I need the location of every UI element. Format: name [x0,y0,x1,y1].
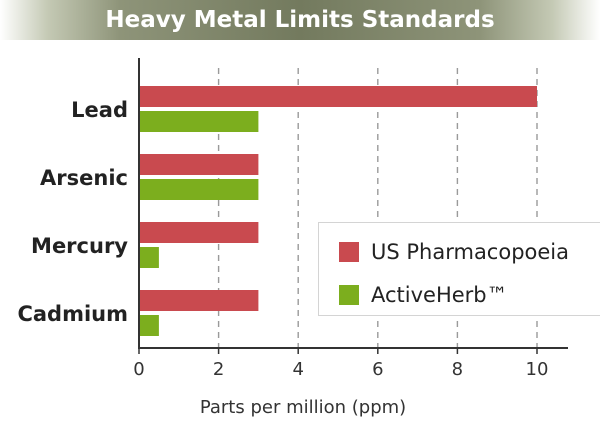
legend-swatch-us-pharmacopoeia [339,242,359,262]
x-tick-label-8: 8 [452,359,463,380]
legend-swatch-activeherb [339,285,359,305]
category-label-cadmium: Cadmium [17,302,128,326]
title-banner [0,0,600,40]
chart-legend: US Pharmacopoeia ActiveHerb™ [318,222,600,316]
bar-us-pharmacopoeia-arsenic [140,154,259,175]
category-label-mercury: Mercury [31,234,128,258]
chart-title: Heavy Metal Limits Standards [105,7,495,33]
bar-activeherb-lead [140,111,259,132]
bar-us-pharmacopoeia-cadmium [140,290,259,311]
bar-us-pharmacopoeia-mercury [140,222,259,243]
legend-label-activeherb: ActiveHerb™ [371,283,508,307]
category-label-arsenic: Arsenic [40,166,128,190]
bar-us-pharmacopoeia-lead [140,86,537,107]
x-tick-label-4: 4 [292,359,303,380]
x-tick-label-2: 2 [213,359,224,380]
legend-item-activeherb: ActiveHerb™ [339,283,508,307]
x-tick-label-10: 10 [526,359,549,380]
x-tick-label-6: 6 [372,359,383,380]
legend-item-us-pharmacopoeia: US Pharmacopoeia [339,240,569,264]
bar-activeherb-mercury [140,247,159,268]
legend-label-us-pharmacopoeia: US Pharmacopoeia [371,240,570,264]
bar-activeherb-arsenic [140,179,259,200]
x-tick-label-0: 0 [133,359,144,380]
category-label-lead: Lead [71,98,128,122]
bar-activeherb-cadmium [140,315,159,336]
x-axis-label: Parts per million (ppm) [200,397,406,418]
